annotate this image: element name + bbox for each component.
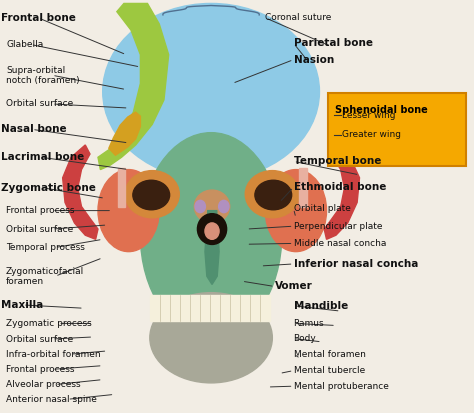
Text: Glabella: Glabella (6, 40, 43, 49)
Polygon shape (324, 145, 359, 239)
Ellipse shape (140, 133, 282, 338)
Text: Lesser wing: Lesser wing (342, 111, 396, 119)
Ellipse shape (197, 214, 227, 244)
Text: Anterior nasal spine: Anterior nasal spine (6, 395, 97, 404)
Text: Parietal bone: Parietal bone (293, 38, 373, 48)
Text: Zygomatic process: Zygomatic process (6, 319, 92, 328)
Text: Zygomaticofacial
foramen: Zygomaticofacial foramen (6, 266, 84, 286)
Text: Greater wing: Greater wing (342, 130, 401, 139)
Polygon shape (205, 211, 219, 285)
Text: Body: Body (293, 334, 316, 343)
Text: Sphenoidal bone: Sphenoidal bone (335, 105, 427, 115)
Bar (150, 295, 270, 321)
Text: Perpendicular plate: Perpendicular plate (293, 222, 382, 231)
Text: Maxilla: Maxilla (1, 300, 44, 310)
Polygon shape (118, 168, 125, 206)
Text: Nasion: Nasion (293, 55, 334, 65)
Polygon shape (63, 145, 98, 239)
Text: Ethmoidal bone: Ethmoidal bone (293, 182, 386, 192)
Text: Mandible: Mandible (293, 301, 348, 311)
Ellipse shape (195, 200, 205, 213)
Ellipse shape (245, 171, 300, 218)
Text: Infra-orbital foramen: Infra-orbital foramen (6, 350, 101, 358)
Text: Orbital surface: Orbital surface (6, 335, 73, 344)
Polygon shape (299, 168, 307, 206)
Text: Orbital surface: Orbital surface (6, 225, 73, 234)
Text: Supra-orbital
notch (foramen): Supra-orbital notch (foramen) (6, 66, 80, 85)
Text: Mental protuberance: Mental protuberance (293, 382, 388, 391)
Text: Temporal process: Temporal process (6, 243, 85, 252)
Ellipse shape (125, 171, 179, 218)
Ellipse shape (98, 170, 159, 252)
Text: Orbital surface: Orbital surface (6, 100, 73, 109)
Text: Frontal process: Frontal process (6, 206, 74, 215)
FancyBboxPatch shape (328, 93, 466, 166)
Text: Middle nasal concha: Middle nasal concha (293, 239, 386, 248)
Text: Frontal process: Frontal process (6, 365, 74, 374)
Ellipse shape (265, 170, 327, 252)
Text: Nasal bone: Nasal bone (1, 124, 67, 134)
Text: Zygomatic bone: Zygomatic bone (1, 183, 96, 193)
Text: Temporal bone: Temporal bone (293, 157, 381, 166)
Text: Mental tubercle: Mental tubercle (293, 366, 365, 375)
Text: Orbital plate: Orbital plate (293, 204, 350, 213)
Text: Inferior nasal concha: Inferior nasal concha (293, 259, 418, 269)
Text: Lacrimal bone: Lacrimal bone (1, 152, 85, 162)
Ellipse shape (255, 180, 292, 210)
Ellipse shape (133, 180, 170, 210)
Text: Frontal bone: Frontal bone (1, 13, 76, 23)
Text: Mental foramen: Mental foramen (293, 350, 365, 358)
Polygon shape (98, 3, 169, 170)
Ellipse shape (219, 200, 229, 213)
Ellipse shape (205, 223, 219, 239)
Ellipse shape (103, 3, 319, 180)
Ellipse shape (150, 293, 273, 383)
Text: Alveolar process: Alveolar process (6, 380, 81, 389)
Polygon shape (109, 112, 140, 155)
Text: Ramus: Ramus (293, 319, 324, 328)
Ellipse shape (194, 190, 230, 223)
Text: Vomer: Vomer (275, 282, 312, 292)
Text: Coronal suture: Coronal suture (265, 13, 332, 22)
